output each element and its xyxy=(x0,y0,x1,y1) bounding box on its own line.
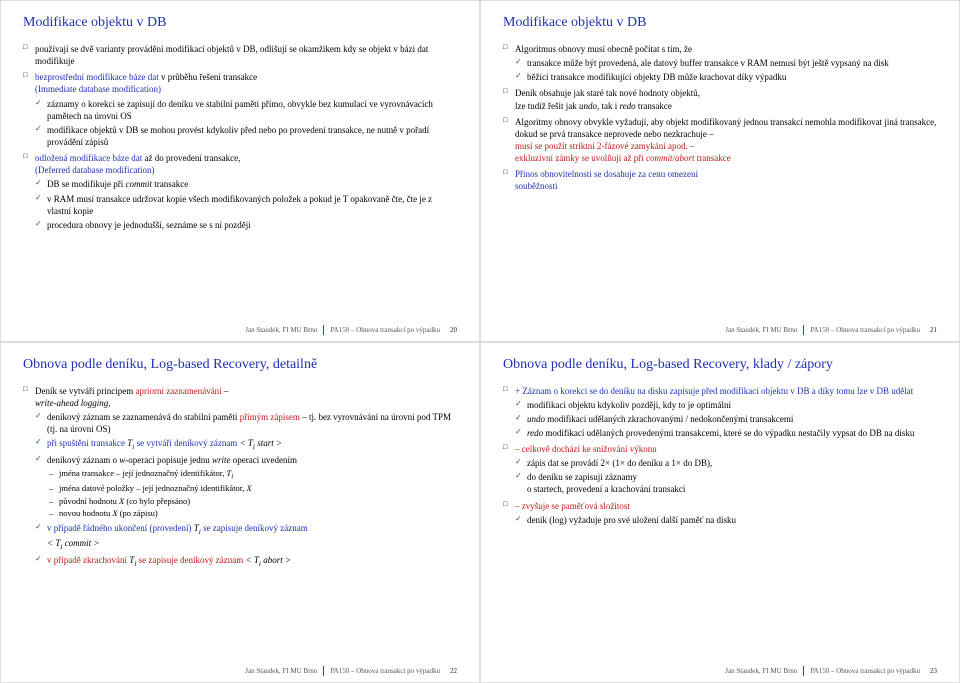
sub-bullet: modifikace objektů v DB se mohou provést… xyxy=(35,124,457,148)
sub-bullet: DB se modifikuje při commit transakce xyxy=(35,178,457,190)
slide-body: používají se dvě varianty provádění modi… xyxy=(23,43,457,322)
divider-icon xyxy=(803,325,804,335)
bullet: – zvyšuje se paměťová složitost deník (l… xyxy=(503,500,937,526)
bullet: Algoritmus obnovy musí obecně počítat s … xyxy=(503,43,937,83)
slide-22: Obnova podle deníku, Log-based Recovery,… xyxy=(0,342,480,683)
slide-23: Obnova podle deníku, Log-based Recovery,… xyxy=(480,342,960,683)
slide-footer: Jan Staudek, FI MU Brno PA150 – Obnova t… xyxy=(503,322,937,337)
bullet: + Záznam o korekci se do deníku na disku… xyxy=(503,385,937,440)
bullet: používají se dvě varianty provádění modi… xyxy=(23,43,457,67)
footer-course: PA150 – Obnova transakcí po výpadku xyxy=(330,326,440,334)
sub-bullet: transakce může být provedená, ale datový… xyxy=(515,57,937,69)
sub-bullet: v případě zkrachování Ti se zapisuje den… xyxy=(35,554,457,569)
slide-20: Modifikace objektu v DB používají se dvě… xyxy=(0,0,480,342)
sub-bullet: deník (log) vyžaduje pro své uložení dal… xyxy=(515,514,937,526)
sub-bullet: záznamy o korekci se zapisují do deníku … xyxy=(35,98,457,122)
footer-author: Jan Staudek, FI MU Brno xyxy=(725,667,797,675)
sub-bullet: procedura obnovy je jednodušší, seznáme … xyxy=(35,219,457,231)
slide-title: Obnova podle deníku, Log-based Recovery,… xyxy=(503,357,937,373)
slide-body: Algoritmus obnovy musí obecně počítat s … xyxy=(503,43,937,322)
footer-course: PA150 – Obnova transakcí po výpadku xyxy=(330,667,440,675)
page-number: 23 xyxy=(930,667,937,675)
dash-bullet: jména transakce – její jednoznačný ident… xyxy=(47,468,457,482)
slide-21: Modifikace objektu v DB Algoritmus obnov… xyxy=(480,0,960,342)
slide-body: Deník se vytváří principem apriorní zazn… xyxy=(23,385,457,664)
sub-bullet: redo modifikací udělaných provedenými tr… xyxy=(515,427,937,439)
divider-icon xyxy=(803,666,804,676)
sub-bullet: modifikaci objektu kdykoliv později, kdy… xyxy=(515,399,937,411)
page-number: 20 xyxy=(450,326,457,334)
sub-bullet: v případě řádného ukončení (provedení) T… xyxy=(35,522,457,552)
slide-footer: Jan Staudek, FI MU Brno PA150 – Obnova t… xyxy=(23,663,457,678)
sub-bullet: do deníku se zapisují záznamyo startech,… xyxy=(515,471,937,495)
sub-bullet: zápis dat se provádí 2× (1× do deníku a … xyxy=(515,457,937,469)
sub-bullet: deníkový záznam o w-operaci popisuje jed… xyxy=(35,454,457,520)
sub-bullet: při spuštění transakce Ti se vytváří den… xyxy=(35,437,457,452)
page-number: 22 xyxy=(450,667,457,675)
dash-bullet: novou hodnotu X (po zápisu) xyxy=(47,508,457,519)
page-number: 21 xyxy=(930,326,937,334)
bullet: odložená modifikace báze dat až do prove… xyxy=(23,152,457,231)
slide-title: Modifikace objektu v DB xyxy=(23,15,457,31)
sub-bullet: v RAM musí transakce udržovat kopie všec… xyxy=(35,193,457,217)
footer-author: Jan Staudek, FI MU Brno xyxy=(245,326,317,334)
footer-course: PA150 – Obnova transakcí po výpadku xyxy=(810,326,920,334)
footer-course: PA150 – Obnova transakcí po výpadku xyxy=(810,667,920,675)
footer-author: Jan Staudek, FI MU Brno xyxy=(245,667,317,675)
bullet: – celkově dochází ke snižování výkonu zá… xyxy=(503,443,937,496)
bullet: Deník obsahuje jak staré tak nové hodnot… xyxy=(503,87,937,111)
divider-icon xyxy=(323,325,324,335)
dash-bullet: původní hodnotu X (co bylo přepsáno) xyxy=(47,496,457,507)
slide-footer: Jan Staudek, FI MU Brno PA150 – Obnova t… xyxy=(503,663,937,678)
sub-bullet: deníkový záznam se zaznamenává do stabil… xyxy=(35,411,457,435)
bullet: Deník se vytváří principem apriorní zazn… xyxy=(23,385,457,569)
bullet: Algoritmy obnovy obvykle vyžadují, aby o… xyxy=(503,116,937,165)
sub-bullet: běžící transakce modifikující objekty DB… xyxy=(515,71,937,83)
bullet: Přínos obnovitelnosti se dosahuje za cen… xyxy=(503,168,937,192)
footer-author: Jan Staudek, FI MU Brno xyxy=(725,326,797,334)
bullet: bezprostřední modifikace báze dat v průb… xyxy=(23,71,457,148)
slide-body: + Záznam o korekci se do deníku na disku… xyxy=(503,385,937,664)
slide-title: Obnova podle deníku, Log-based Recovery,… xyxy=(23,357,457,373)
slide-footer: Jan Staudek, FI MU Brno PA150 – Obnova t… xyxy=(23,322,457,337)
divider-icon xyxy=(323,666,324,676)
dash-bullet: jména datové položky – její jednoznačný … xyxy=(47,483,457,494)
slide-title: Modifikace objektu v DB xyxy=(503,15,937,31)
sub-bullet: undo modifikací udělaných zkrachovanými … xyxy=(515,413,937,425)
